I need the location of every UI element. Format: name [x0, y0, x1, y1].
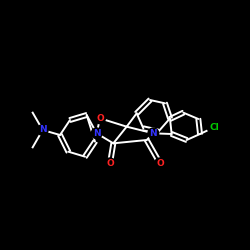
Text: N: N [39, 126, 46, 134]
Circle shape [155, 158, 165, 169]
Circle shape [37, 125, 48, 135]
Circle shape [95, 113, 105, 124]
Text: O: O [106, 159, 114, 168]
Circle shape [148, 128, 159, 139]
Circle shape [105, 158, 115, 169]
Circle shape [91, 128, 102, 139]
Text: Cl: Cl [209, 123, 219, 132]
Text: N: N [93, 129, 100, 138]
Text: O: O [156, 159, 164, 168]
Text: O: O [96, 114, 104, 123]
Circle shape [207, 121, 221, 134]
Text: N: N [150, 129, 157, 138]
